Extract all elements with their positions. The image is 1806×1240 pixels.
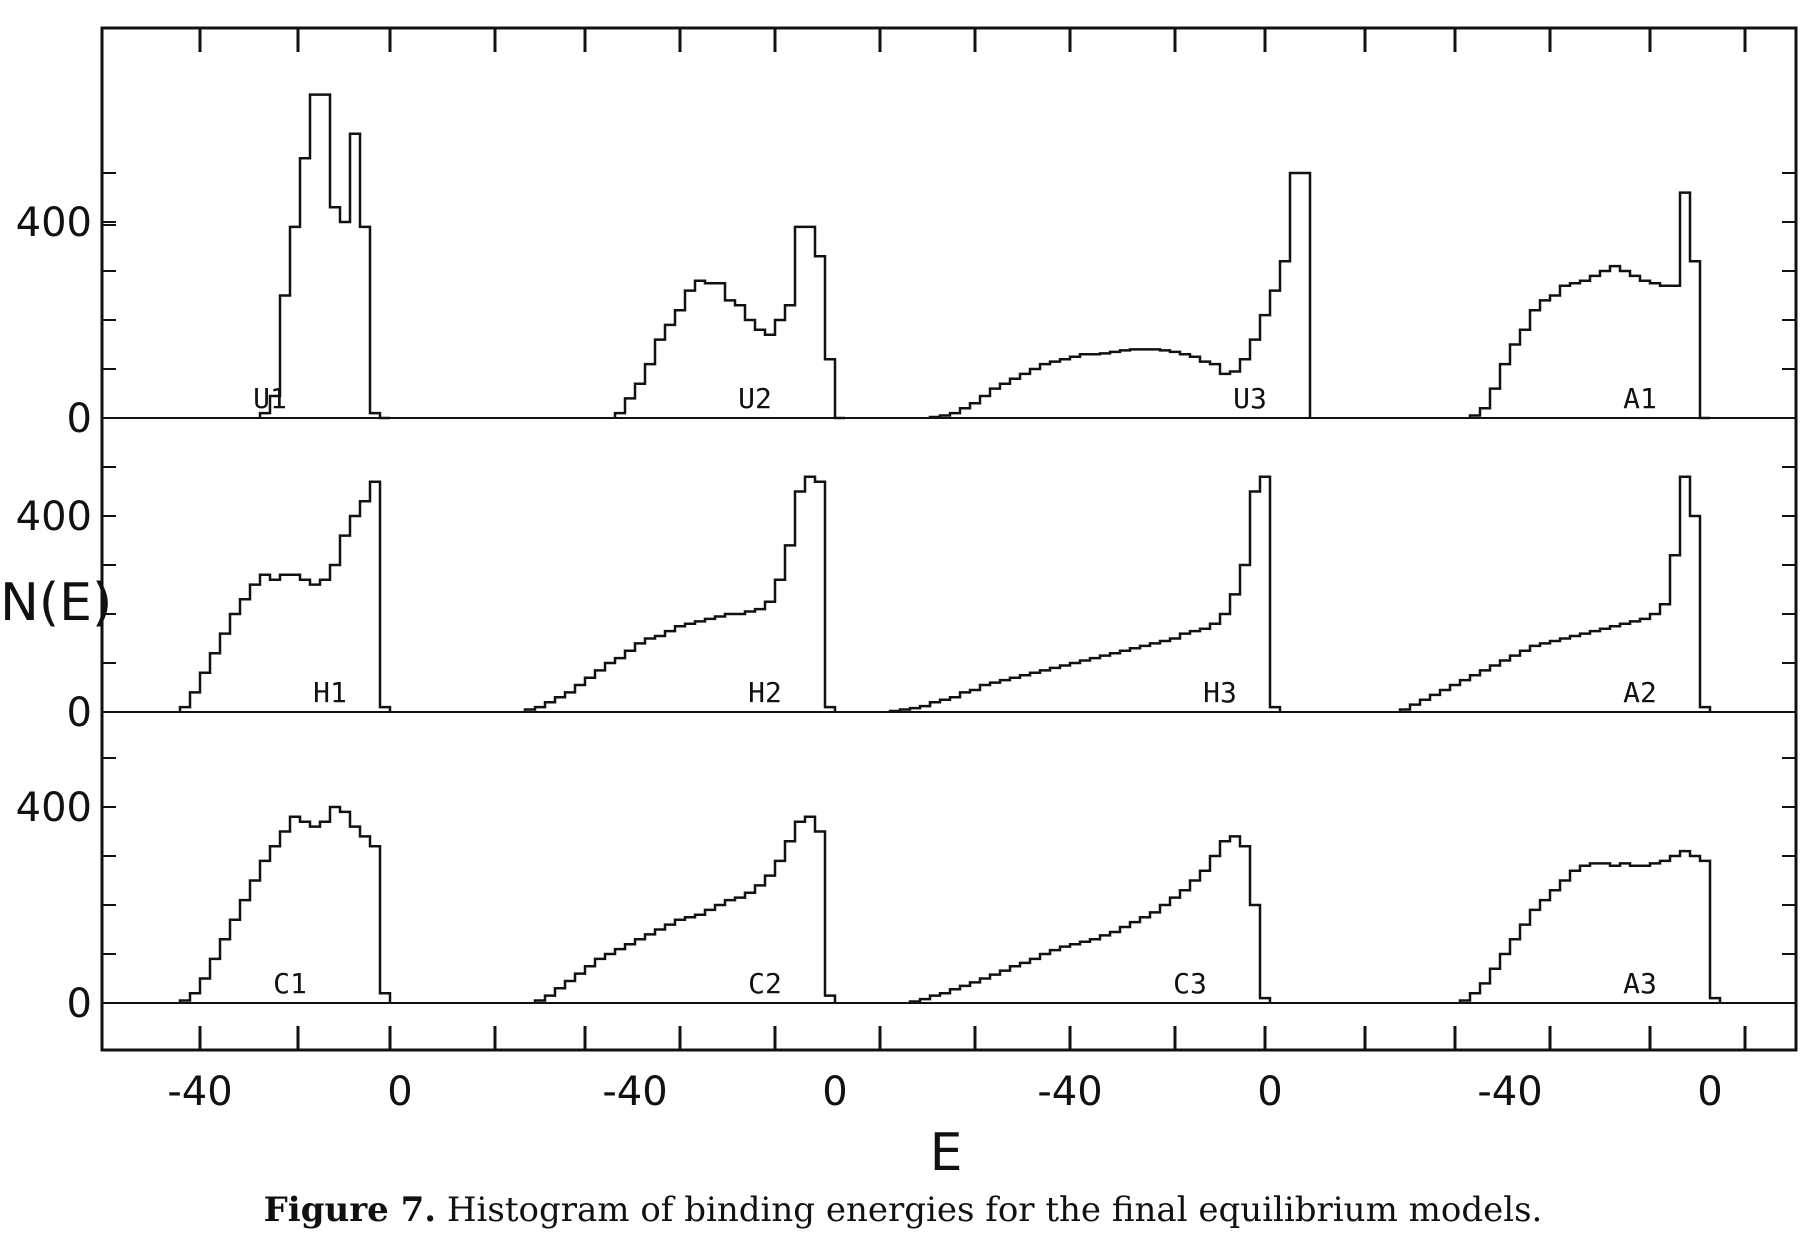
y-tick-label: 400: [16, 200, 92, 246]
histogram-figure: 0 400 0 400 0 400 -40 0 -40 0 -40 0 -40 0 U1 U2 U3 A1 H1 H2…: [0, 26, 1798, 1183]
panel-label-h3: H3: [1203, 676, 1237, 709]
panel-label-h2: H2: [748, 676, 782, 709]
x-tick-label: 0: [822, 1069, 847, 1115]
histogram-c1: [178, 805, 392, 1003]
histogram-u3: [928, 171, 1312, 419]
x-axis-title: E: [930, 1123, 963, 1183]
panel-label-c2: C2: [748, 967, 782, 1000]
y-tick-label: 0: [67, 690, 92, 736]
x-tick-label: 0: [1697, 1069, 1722, 1115]
panel-label-a1: A1: [1623, 382, 1657, 415]
x-tick-label: 0: [387, 1069, 412, 1115]
panel-label-u2: U2: [738, 382, 772, 415]
histogram-series: [178, 93, 1722, 1003]
histogram-h1: [178, 480, 392, 712]
panel-label-c1: C1: [273, 967, 307, 1000]
x-tick-label: -40: [1477, 1069, 1542, 1115]
y-tick-label: 400: [16, 494, 92, 540]
panel-label-c3: C3: [1173, 967, 1207, 1000]
y-axis-title: N(E): [0, 573, 112, 633]
histogram-a2: [1398, 475, 1712, 712]
x-tick-label: 0: [1257, 1069, 1282, 1115]
tick-marks: [102, 28, 1796, 1050]
panel-label-a3: A3: [1623, 967, 1657, 1000]
y-tick-label: 400: [16, 785, 92, 831]
histogram-a1: [1468, 191, 1710, 420]
histogram-c2: [533, 815, 837, 1003]
histogram-h3: [888, 475, 1282, 713]
panel-label-a2: A2: [1623, 676, 1657, 709]
y-tick-label: 0: [67, 396, 92, 442]
plot-frame: [100, 26, 1798, 1052]
histogram-u1: [258, 93, 390, 420]
plot-border: [100, 26, 1798, 1052]
y-tick-label: 0: [67, 981, 92, 1027]
caption-text: Histogram of binding energies for the fi…: [446, 1190, 1543, 1230]
panel-label-u3: U3: [1233, 382, 1267, 415]
caption-label: Figure 7.: [263, 1190, 437, 1230]
x-tick-label: -40: [167, 1069, 232, 1115]
axis-labels: 0 400 0 400 0 400 -40 0 -40 0 -40 0 -40 0 U1 U2 U3 A1 H1 H2…: [16, 200, 1723, 1115]
x-tick-label: -40: [602, 1069, 667, 1115]
panel-label-h1: H1: [313, 676, 347, 709]
x-tick-label: -40: [1037, 1069, 1102, 1115]
histogram-h2: [523, 475, 837, 712]
histogram-a3: [1458, 849, 1722, 1003]
histogram-c3: [908, 835, 1272, 1003]
panel-label-u1: U1: [253, 382, 287, 415]
histogram-u2: [613, 225, 845, 420]
figure-caption: Figure 7. Histogram of binding energies …: [0, 1190, 1806, 1230]
